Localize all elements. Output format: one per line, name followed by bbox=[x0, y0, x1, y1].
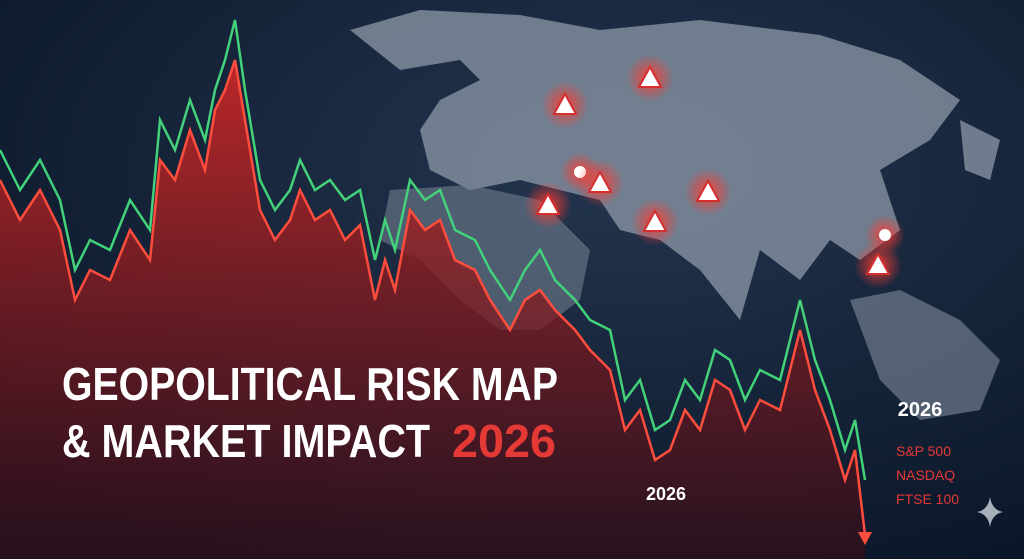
risk-markers bbox=[524, 54, 905, 289]
legend-item: FTSE 100 bbox=[896, 491, 959, 507]
title-line2: & MARKET IMPACT bbox=[62, 415, 430, 467]
legend-item: NASDAQ bbox=[896, 467, 955, 483]
green-line bbox=[0, 19, 867, 481]
center-year: 2026 bbox=[646, 484, 686, 504]
legend-item: S&P 500 bbox=[896, 443, 951, 459]
right-year: 2026 bbox=[898, 399, 943, 421]
red-line bbox=[0, 59, 867, 536]
sparkle bbox=[977, 497, 1003, 527]
title-year: 2026 bbox=[452, 415, 556, 467]
market-area bbox=[0, 60, 865, 559]
arrow-head bbox=[858, 532, 872, 545]
title-line1: GEOPOLITICAL RISK MAP bbox=[62, 358, 558, 410]
